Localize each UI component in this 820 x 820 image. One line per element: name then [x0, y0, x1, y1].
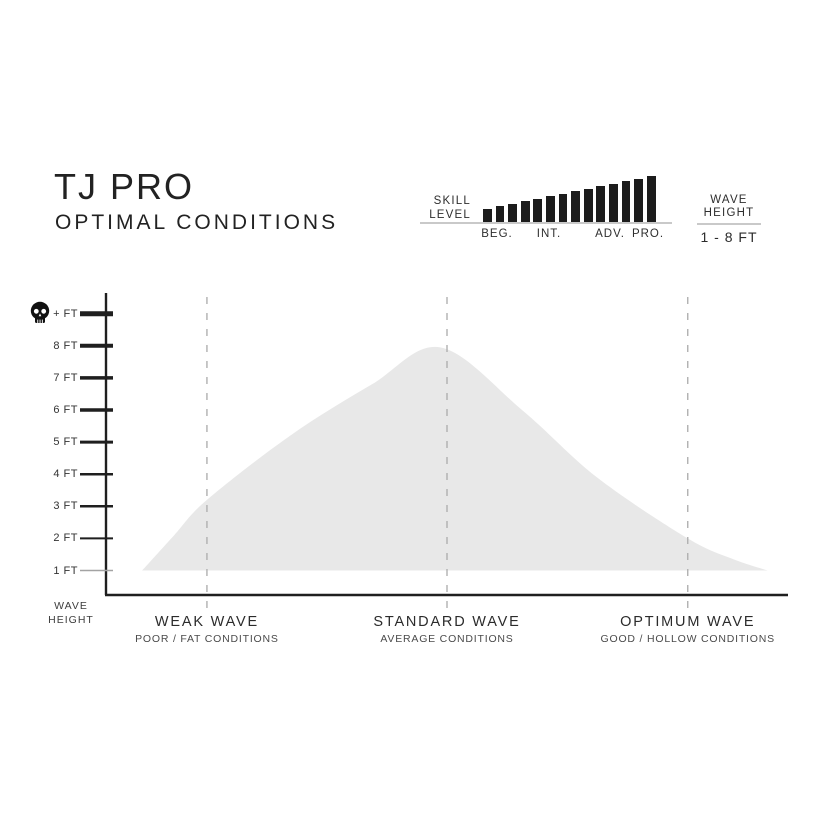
y-tick-label: 8 FT [53, 339, 78, 352]
skill-level-bar [571, 191, 580, 222]
y-tick-label: + FT [20, 301, 78, 323]
skill-level-bar [583, 188, 593, 222]
skill-level-bar [495, 206, 505, 222]
y-tick-label: 2 FT [53, 532, 78, 545]
skill-level-bar [533, 198, 543, 222]
skill-level-bar [558, 193, 568, 222]
zone-label-weak-wave: WEAK WAVE POOR / FAT CONDITIONS [135, 614, 279, 645]
skill-level-bar [646, 176, 656, 222]
skull-icon [29, 301, 51, 326]
skill-level-pro: PRO. [631, 228, 665, 240]
y-tick-label: 5 FT [53, 436, 78, 449]
skill-level-bar [520, 201, 530, 222]
y-tick-label: 6 FT [53, 404, 78, 416]
skill-level-int: INT. [536, 228, 562, 240]
wave-height-range: 1 - 8 FT [700, 229, 758, 245]
skill-level-adv: ADV. [595, 228, 625, 240]
y-tick-label: 1 FT [53, 564, 78, 577]
skill-level-bar [609, 183, 618, 222]
optimal-conditions-curve [142, 346, 768, 571]
wave-panel-divider [697, 223, 761, 225]
skill-level-bar [546, 196, 555, 222]
y-tick-label: 4 FT [53, 468, 78, 481]
page-title: TJ PRO [54, 166, 195, 207]
page-subtitle: OPTIMAL CONDITIONS [55, 211, 339, 234]
wave-height-label: WAVE HEIGHT [703, 194, 755, 219]
skill-level-bar [634, 178, 643, 222]
skill-level-bar [621, 181, 631, 222]
skill-level-bar [508, 203, 517, 222]
skill-level-bar [596, 186, 606, 222]
skill-level-bar [483, 209, 492, 222]
zone-label-optimum-wave: OPTIMUM WAVE GOOD / HOLLOW CONDITIONS [600, 614, 775, 645]
y-tick-label: 3 FT [53, 500, 78, 513]
skill-level-beg: BEG. [481, 228, 513, 240]
skill-panel-divider [420, 222, 672, 224]
skill-level-label: SKILL LEVEL [429, 195, 471, 221]
zone-label-standard-wave: STANDARD WAVE AVERAGE CONDITIONS [373, 614, 521, 645]
y-axis-title: WAVE HEIGHT [48, 600, 94, 626]
y-tick-label: 7 FT [53, 371, 78, 384]
